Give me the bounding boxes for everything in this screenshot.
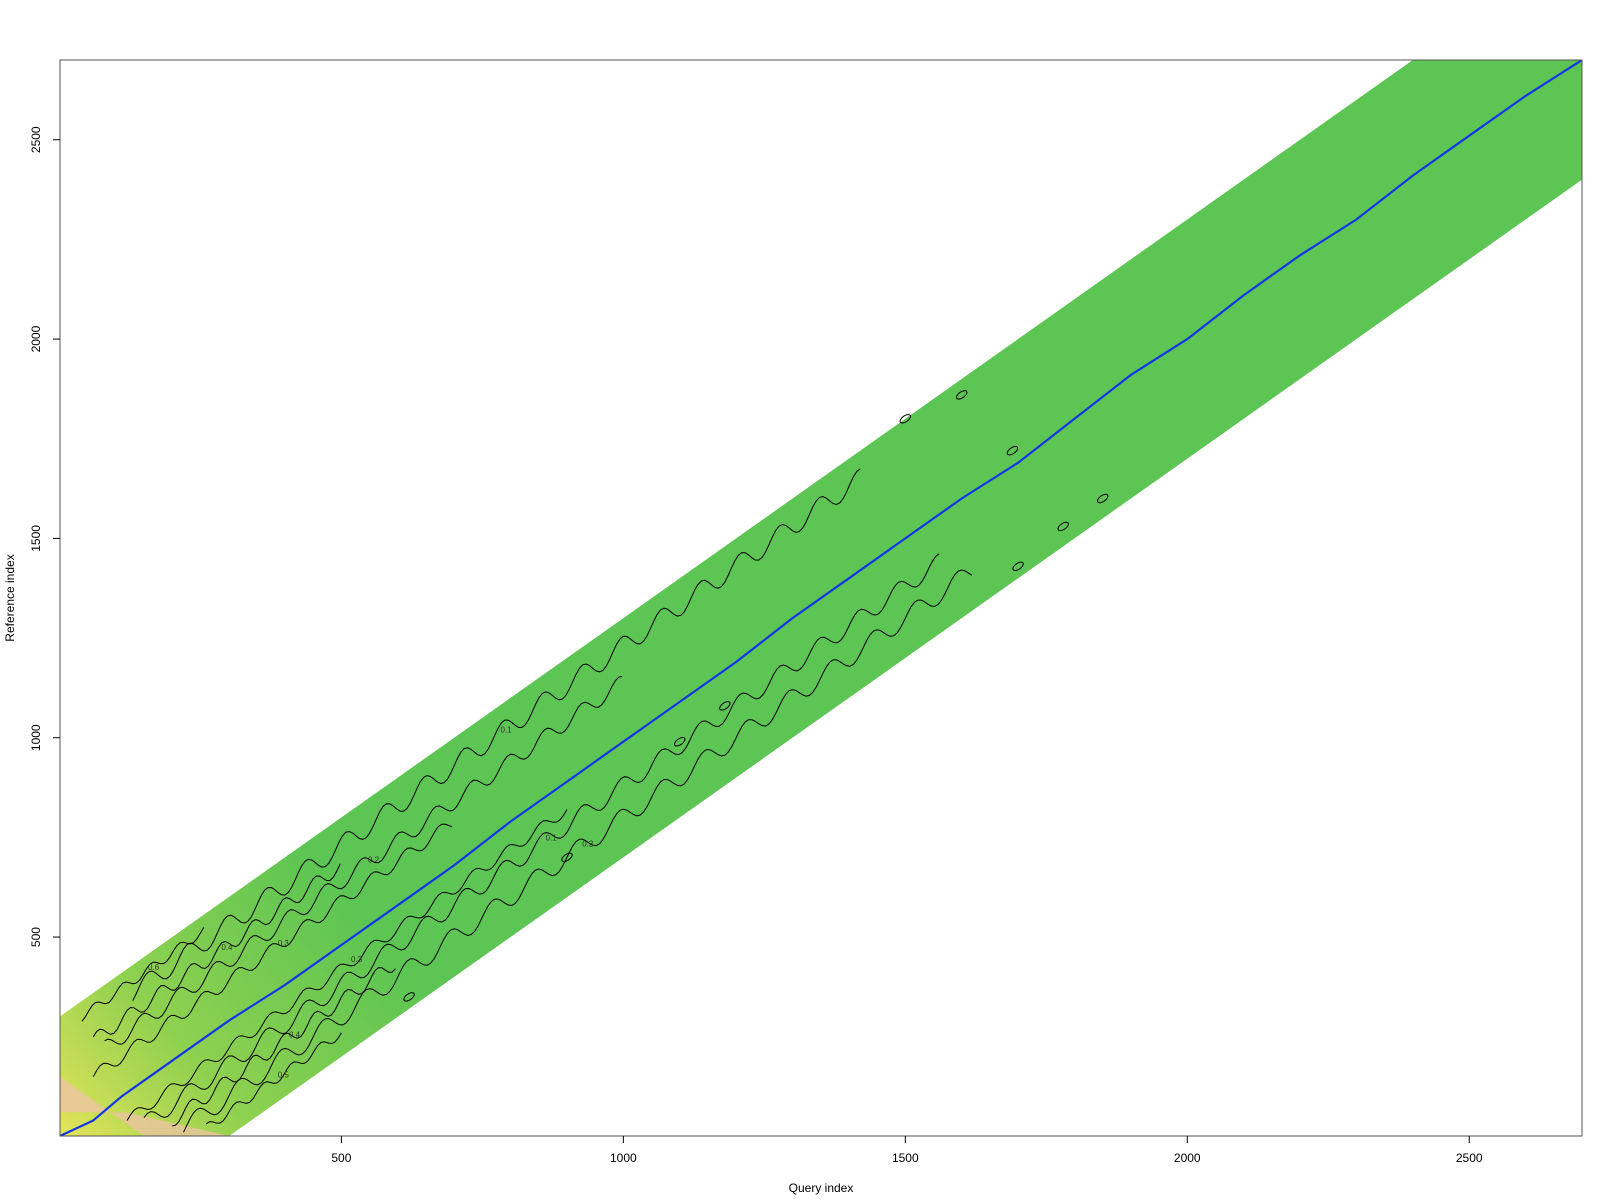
- x-tick-label: 2500: [1456, 1151, 1483, 1165]
- contour-loop: [899, 414, 912, 424]
- contour-line: [132, 468, 861, 1001]
- y-axis-label: Reference index: [3, 554, 17, 641]
- contour-line: [143, 553, 940, 1118]
- x-tick-label: 1000: [610, 1151, 637, 1165]
- contour-label: 0.5: [278, 1071, 290, 1080]
- plot-frame: [59, 59, 1583, 1137]
- y-tick-label: 2500: [29, 126, 43, 153]
- contour-loop: [1006, 445, 1019, 456]
- contour-label: 0.6: [148, 963, 160, 972]
- contour-line: [183, 569, 973, 1133]
- y-axis: 500 1000 1500 2000 2500: [29, 126, 60, 947]
- contour-loop: [403, 992, 415, 1002]
- x-tick-label: 1500: [892, 1151, 919, 1165]
- contour-line: [104, 675, 623, 1045]
- contour-label: 0.2: [368, 855, 380, 864]
- contour-line: [205, 1032, 342, 1125]
- contour-line: [92, 863, 341, 1038]
- contour-loop: [955, 390, 968, 400]
- contour-line: [92, 823, 453, 1077]
- contour-loop: [674, 736, 686, 747]
- contour-line: [126, 809, 568, 1121]
- y-tick-label: 1500: [29, 525, 43, 552]
- y-tick-label: 2000: [29, 325, 43, 352]
- contour-loop: [1057, 521, 1069, 532]
- y-tick-label: 1000: [29, 724, 43, 751]
- contour-labels: 0.1 0.2 0.3 0.1 0.2 0.3 0.4 0.4 0.6 0.5: [148, 726, 594, 1080]
- contour-label: 0.3: [278, 939, 290, 948]
- contour-label: 0.4: [289, 1031, 301, 1040]
- x-axis-label: Query index: [789, 1181, 854, 1195]
- warping-path: [60, 60, 1582, 1136]
- y-tick-label: 500: [29, 927, 43, 947]
- x-axis: 500 1000 1500 2000 2500: [331, 1136, 1483, 1165]
- contour-loop: [561, 852, 573, 863]
- x-tick-label: 2000: [1174, 1151, 1201, 1165]
- contour-label: 0.3: [351, 955, 363, 964]
- contour-line: [172, 967, 396, 1127]
- contour-loop: [719, 701, 731, 711]
- contour-lines: [81, 390, 1109, 1133]
- x-tick-label: 500: [331, 1151, 351, 1165]
- contour-label: 0.1: [546, 833, 558, 842]
- contour-label: 0.4: [221, 943, 233, 952]
- contour-label: 0.1: [500, 726, 512, 735]
- contour-line: [81, 927, 205, 1022]
- contour-label: 0.2: [582, 839, 594, 848]
- contour-loop: [1096, 493, 1109, 504]
- contour-loop: [1012, 561, 1024, 572]
